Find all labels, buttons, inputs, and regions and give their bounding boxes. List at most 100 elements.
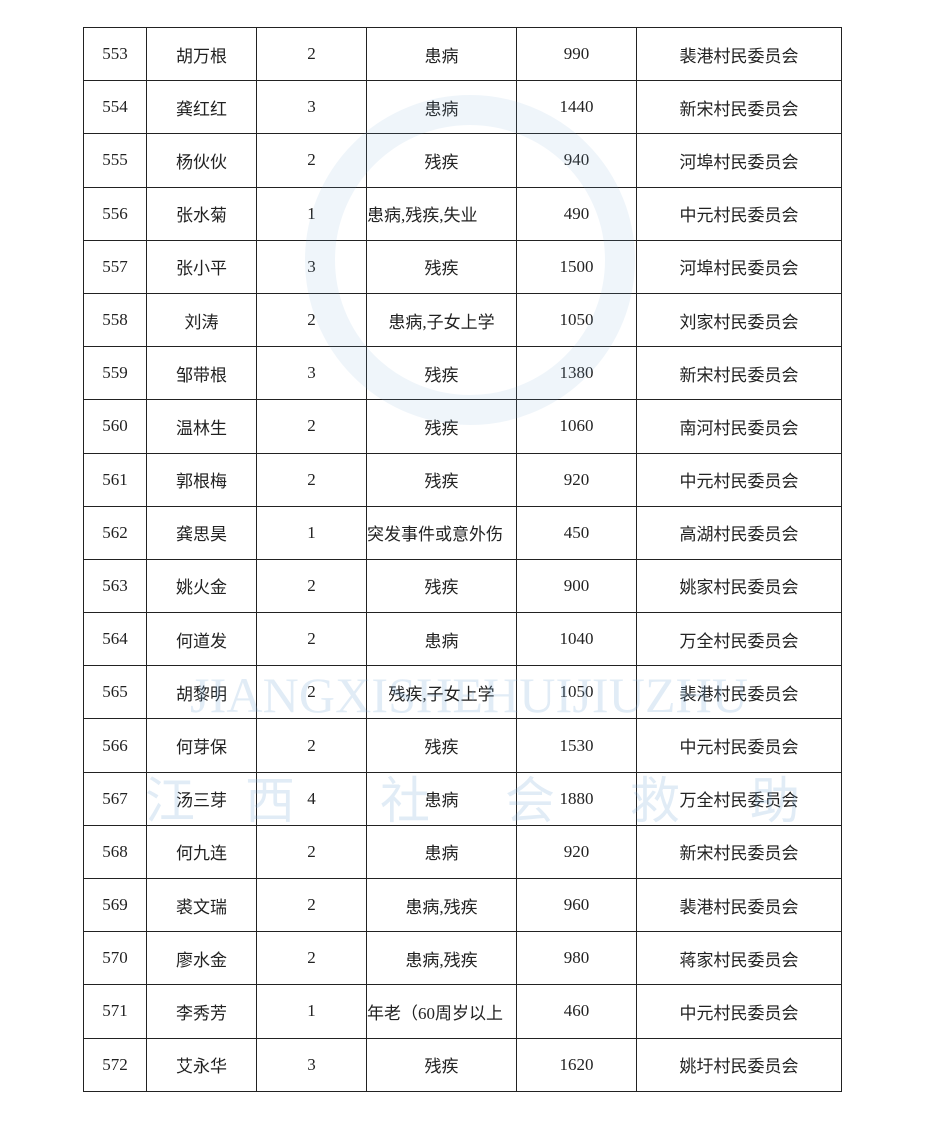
committee-cell: 高湖村民委员会 [636, 505, 842, 560]
household-size-cell: 2 [256, 26, 367, 82]
name-cell: 龚红红 [146, 80, 257, 135]
amount-cell: 920 [516, 824, 637, 880]
committee-cell: 万全村民委员会 [636, 612, 842, 667]
reason-cell: 患病,残疾 [366, 877, 517, 933]
id-cell: 571 [83, 984, 147, 1039]
name-cell: 廖水金 [146, 931, 257, 986]
amount-cell: 990 [516, 26, 637, 82]
id-cell: 567 [83, 771, 147, 826]
amount-cell: 1620 [516, 1037, 637, 1092]
id-cell: 572 [83, 1037, 147, 1092]
name-cell: 温林生 [146, 399, 257, 454]
reason-cell: 患病 [366, 771, 517, 826]
reason-cell: 患病 [366, 26, 517, 82]
committee-cell: 中元村民委员会 [636, 718, 842, 773]
reason-cell: 残疾 [366, 452, 517, 507]
amount-cell: 940 [516, 133, 637, 188]
committee-cell: 新宋村民委员会 [636, 346, 842, 401]
name-cell: 汤三芽 [146, 771, 257, 826]
household-size-cell: 2 [256, 399, 367, 454]
reason-cell: 年老（60周岁以上 [366, 984, 517, 1039]
table-row: 554 龚红红 3 患病 1440 新宋村民委员会 [83, 80, 842, 135]
household-size-cell: 2 [256, 718, 367, 773]
id-cell: 566 [83, 718, 147, 773]
table-row: 556 张水菊 1 患病,残疾,失业 490 中元村民委员会 [83, 186, 842, 241]
table-row: 559 邹带根 3 残疾 1380 新宋村民委员会 [83, 346, 842, 401]
amount-cell: 1050 [516, 665, 637, 720]
table-row: 560 温林生 2 残疾 1060 南河村民委员会 [83, 399, 842, 454]
household-size-cell: 2 [256, 133, 367, 188]
reason-cell: 患病 [366, 80, 517, 135]
table-row: 557 张小平 3 残疾 1500 河埠村民委员会 [83, 239, 842, 294]
name-cell: 裘文瑞 [146, 877, 257, 933]
table-row: 558 刘涛 2 患病,子女上学 1050 刘家村民委员会 [83, 292, 842, 348]
name-cell: 何芽保 [146, 718, 257, 773]
committee-cell: 万全村民委员会 [636, 771, 842, 826]
name-cell: 郭根梅 [146, 452, 257, 507]
table-row: 572 艾永华 3 残疾 1620 姚圩村民委员会 [83, 1037, 842, 1092]
household-size-cell: 1 [256, 984, 367, 1039]
amount-cell: 920 [516, 452, 637, 507]
amount-cell: 1040 [516, 612, 637, 667]
id-cell: 565 [83, 665, 147, 720]
id-cell: 555 [83, 133, 147, 188]
committee-cell: 蒋家村民委员会 [636, 931, 842, 986]
table-row: 566 何芽保 2 残疾 1530 中元村民委员会 [83, 718, 842, 773]
id-cell: 562 [83, 505, 147, 560]
household-size-cell: 3 [256, 346, 367, 401]
committee-cell: 裴港村民委员会 [636, 877, 842, 933]
reason-cell: 患病,残疾 [366, 931, 517, 986]
reason-cell: 残疾 [366, 399, 517, 454]
household-size-cell: 1 [256, 186, 367, 241]
amount-cell: 1440 [516, 80, 637, 135]
household-size-cell: 2 [256, 558, 367, 614]
id-cell: 568 [83, 824, 147, 880]
table-row: 562 龚思昊 1 突发事件或意外伤 450 高湖村民委员会 [83, 505, 842, 560]
committee-cell: 姚家村民委员会 [636, 558, 842, 614]
reason-cell: 残疾 [366, 239, 517, 294]
relief-table: 553 胡万根 2 患病 990 裴港村民委员会 554 龚红红 3 患病 1440 新宋村民委员会 5… [83, 26, 842, 1092]
name-cell: 胡万根 [146, 26, 257, 82]
reason-cell: 残疾 [366, 133, 517, 188]
id-cell: 569 [83, 877, 147, 933]
name-cell: 李秀芳 [146, 984, 257, 1039]
household-size-cell: 4 [256, 771, 367, 826]
amount-cell: 1530 [516, 718, 637, 773]
reason-cell: 残疾 [366, 1037, 517, 1092]
table-row: 553 胡万根 2 患病 990 裴港村民委员会 [83, 26, 842, 82]
reason-cell: 患病 [366, 612, 517, 667]
amount-cell: 1880 [516, 771, 637, 826]
committee-cell: 裴港村民委员会 [636, 665, 842, 720]
committee-cell: 河埠村民委员会 [636, 239, 842, 294]
name-cell: 龚思昊 [146, 505, 257, 560]
id-cell: 559 [83, 346, 147, 401]
table-row: 563 姚火金 2 残疾 900 姚家村民委员会 [83, 558, 842, 614]
committee-cell: 南河村民委员会 [636, 399, 842, 454]
household-size-cell: 1 [256, 505, 367, 560]
id-cell: 558 [83, 292, 147, 348]
committee-cell: 中元村民委员会 [636, 452, 842, 507]
id-cell: 554 [83, 80, 147, 135]
name-cell: 邹带根 [146, 346, 257, 401]
id-cell: 560 [83, 399, 147, 454]
household-size-cell: 3 [256, 239, 367, 294]
name-cell: 张水菊 [146, 186, 257, 241]
name-cell: 何道发 [146, 612, 257, 667]
amount-cell: 960 [516, 877, 637, 933]
table-row: 561 郭根梅 2 残疾 920 中元村民委员会 [83, 452, 842, 507]
amount-cell: 1050 [516, 292, 637, 348]
id-cell: 557 [83, 239, 147, 294]
table-row: 567 汤三芽 4 患病 1880 万全村民委员会 [83, 771, 842, 826]
id-cell: 563 [83, 558, 147, 614]
amount-cell: 1380 [516, 346, 637, 401]
household-size-cell: 2 [256, 877, 367, 933]
name-cell: 张小平 [146, 239, 257, 294]
amount-cell: 450 [516, 505, 637, 560]
household-size-cell: 2 [256, 824, 367, 880]
reason-cell: 残疾 [366, 558, 517, 614]
amount-cell: 460 [516, 984, 637, 1039]
household-size-cell: 2 [256, 292, 367, 348]
name-cell: 刘涛 [146, 292, 257, 348]
committee-cell: 河埠村民委员会 [636, 133, 842, 188]
